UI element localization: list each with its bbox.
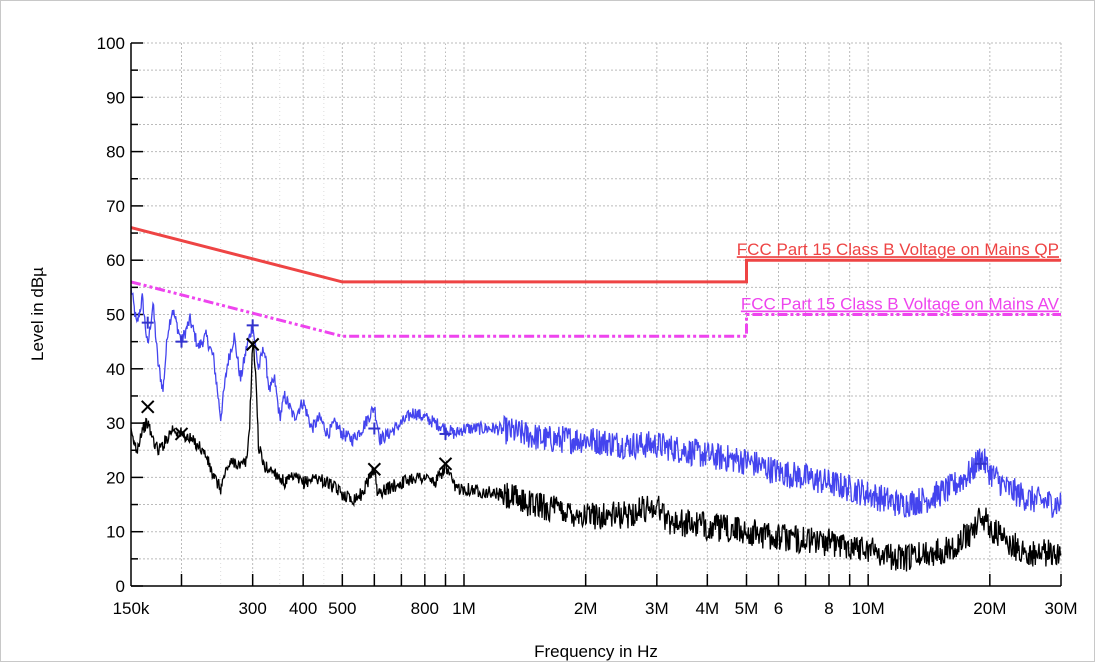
- limit-label-qp: FCC Part 15 Class B Voltage on Mains QP: [737, 240, 1059, 259]
- y-tick-label: 10: [106, 523, 125, 542]
- limit-line-qp: [130, 226, 1061, 284]
- x-tick-label: 300: [238, 599, 266, 618]
- y-tick-label: 40: [106, 360, 125, 379]
- x-tick-label: 800: [411, 599, 439, 618]
- y-tick-label: 70: [106, 197, 125, 216]
- peak-trace: [130, 285, 1062, 519]
- x-tick-label: 20M: [973, 599, 1006, 618]
- y-tick-label: 0: [116, 577, 125, 596]
- measurement-markers: [141, 316, 987, 476]
- x-tick-label: 1M: [452, 599, 476, 618]
- y-tick-label: 90: [106, 88, 125, 107]
- plus-marker: [175, 335, 188, 348]
- x-marker: [141, 400, 155, 414]
- x-marker: [174, 427, 189, 441]
- x-tick-labels: 150k 300 400 500 800 1M 2M 3M 4M 5M 6 8 10M 20M 30M: [113, 599, 1078, 618]
- limit-line-av: [130, 280, 1061, 338]
- minor-ticks: [131, 42, 1062, 587]
- x-tick-label: 8: [824, 599, 833, 618]
- x-tick-label: 5M: [735, 599, 759, 618]
- plus-marker: [439, 427, 452, 440]
- y-tick-label: 50: [106, 306, 125, 325]
- measurement-traces: [130, 285, 1062, 572]
- x-marker: [367, 462, 382, 476]
- limit-line-labels: FCC Part 15 Class B Voltage on Mains QP F…: [737, 240, 1060, 313]
- plus-marker: [141, 316, 154, 329]
- x-marker: [438, 457, 453, 471]
- y-tick-label: 100: [97, 34, 125, 53]
- x-axis-label: Frequency in Hz: [534, 642, 658, 661]
- x-marker: [245, 337, 260, 352]
- limit-lines: [130, 226, 1061, 338]
- y-tick-label: 80: [106, 143, 125, 162]
- y-axis-label: Level in dBµ: [28, 267, 47, 361]
- plus-marker: [368, 422, 381, 435]
- plus-marker: [974, 457, 987, 470]
- marker-stroke: [438, 457, 453, 471]
- marker-stroke: [245, 337, 260, 352]
- x-tick-label: 3M: [645, 599, 669, 618]
- x-tick-label: 6: [774, 599, 783, 618]
- x-tick-label: 150k: [113, 599, 150, 618]
- marker-stroke: [141, 400, 155, 414]
- x-tick-label: 10M: [852, 599, 885, 618]
- x-tick-label: 30M: [1044, 599, 1077, 618]
- axes: [130, 43, 1061, 587]
- limit-label-av: FCC Part 15 Class B Voltage on Mains AV: [741, 295, 1060, 314]
- y-tick-label: 20: [106, 468, 125, 487]
- marker-stroke: [174, 427, 189, 441]
- x-tick-label: 500: [328, 599, 356, 618]
- x-tick-label: 400: [289, 599, 317, 618]
- y-tick-labels: 0 10 20 30 40 50 60 70 80 90 100: [97, 34, 125, 596]
- x-tick-label: 2M: [574, 599, 598, 618]
- x-tick-label: 4M: [696, 599, 720, 618]
- y-tick-label: 60: [106, 251, 125, 270]
- y-tick-label: 30: [106, 414, 125, 433]
- plus-marker: [246, 319, 259, 332]
- average-trace: [130, 341, 1062, 572]
- marker-stroke: [367, 462, 382, 476]
